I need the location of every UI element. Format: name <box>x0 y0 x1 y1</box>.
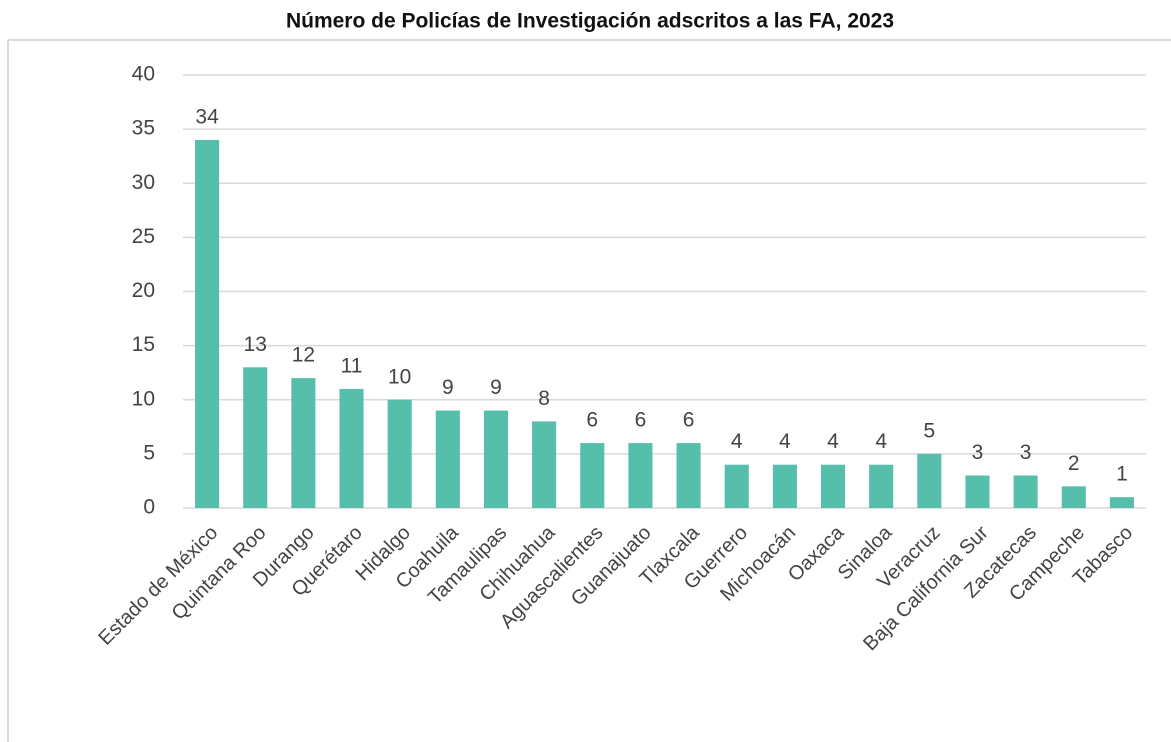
bar <box>869 464 894 508</box>
value-label: 6 <box>586 409 598 432</box>
bar <box>772 464 797 508</box>
value-label: 9 <box>442 376 454 399</box>
value-label: 3 <box>972 441 984 464</box>
bar <box>1109 497 1134 508</box>
y-tick-label: 10 <box>132 387 155 410</box>
value-label: 4 <box>779 430 791 453</box>
y-tick-label: 20 <box>132 279 155 302</box>
value-label: 5 <box>923 419 935 442</box>
bar <box>195 139 220 508</box>
bar <box>724 464 749 508</box>
bar <box>387 399 412 508</box>
bar <box>243 367 268 508</box>
chart-title: Número de Policías de Investigación adsc… <box>286 10 894 33</box>
y-tick-label: 40 <box>132 63 155 86</box>
value-label: 6 <box>635 409 647 432</box>
y-tick-label: 0 <box>143 496 155 519</box>
value-label: 4 <box>731 430 743 453</box>
bar <box>820 464 846 508</box>
value-label: 4 <box>827 430 839 453</box>
bar <box>1013 475 1038 508</box>
value-label: 4 <box>875 430 887 453</box>
value-label: 13 <box>244 333 267 356</box>
bar <box>676 443 701 508</box>
value-label: 10 <box>388 365 411 388</box>
y-tick-label: 15 <box>132 333 155 356</box>
bar <box>435 410 460 508</box>
bar <box>339 388 364 508</box>
x-tick-label: Oaxaca <box>784 521 849 586</box>
value-label: 34 <box>195 105 219 128</box>
value-label: 2 <box>1068 452 1080 475</box>
bar <box>291 378 316 508</box>
bar <box>1061 486 1086 508</box>
bar <box>917 453 942 508</box>
bar <box>965 475 990 508</box>
y-tick-label: 5 <box>143 441 155 464</box>
y-tick-label: 30 <box>132 171 155 194</box>
value-label: 8 <box>538 387 550 410</box>
value-label: 1 <box>1116 463 1128 486</box>
y-tick-label: 35 <box>132 117 155 140</box>
value-label: 3 <box>1020 441 1032 464</box>
bar <box>483 410 509 508</box>
value-label: 11 <box>341 354 363 377</box>
y-tick-label: 25 <box>132 225 155 248</box>
value-label: 9 <box>490 376 502 399</box>
bar <box>580 443 605 508</box>
value-label: 6 <box>683 409 695 432</box>
value-label: 12 <box>292 344 315 367</box>
bar <box>532 421 557 508</box>
bar <box>628 443 653 508</box>
